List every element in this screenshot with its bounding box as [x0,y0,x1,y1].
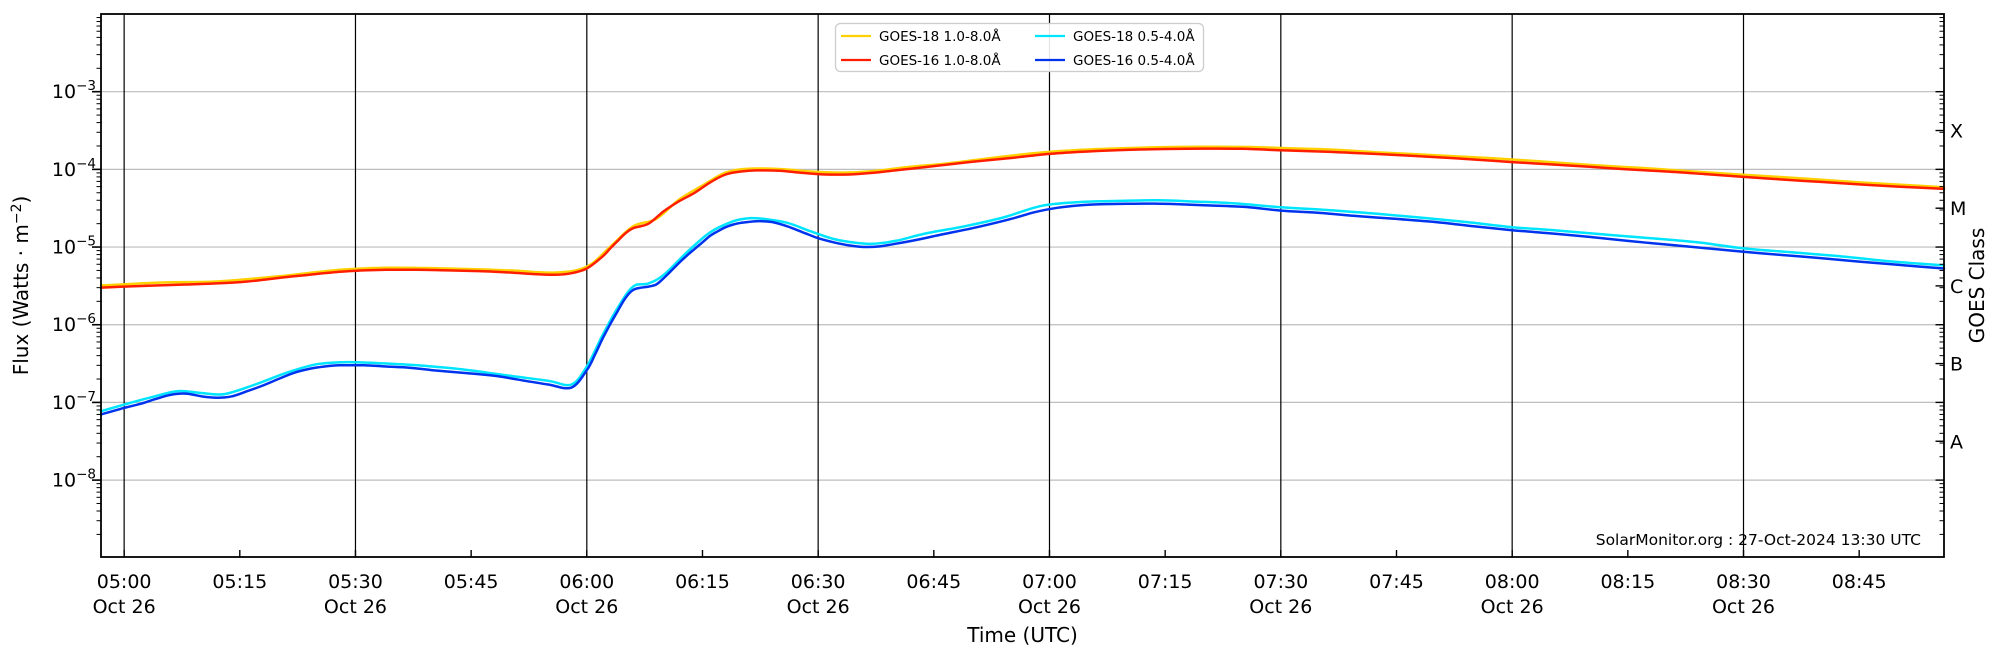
y-tick-label: 10−4 [52,156,96,181]
legend: GOES-18 1.0-8.0Å GOES-16 1.0-8.0Å GOES-18 … [834,22,1205,73]
y-tick-label: 10−8 [52,467,96,492]
x-tick-label: 06:45 [906,571,961,593]
x-tick-label: 05:45 [444,571,499,593]
x-tick-date: Oct 26 [1481,596,1544,618]
x-tick-date: Oct 26 [93,596,156,618]
x-gridlines [123,14,1745,557]
x-tick-label: 05:30 [328,571,383,593]
legend-entry-label: GOES-18 0.5-4.0Å [1073,28,1195,45]
x-tick-label: 08:45 [1832,571,1887,593]
x-tick-label: 08:15 [1600,571,1655,593]
goes-class-letter: X [1950,121,1963,143]
series-line-4 [99,202,1946,416]
x-tick-label: 08:00 [1485,571,1540,593]
x-tick-label: 06:15 [675,571,730,593]
x-tick-label: 06:00 [559,571,614,593]
legend-entry-label: GOES-18 1.0-8.0Å [879,28,1001,45]
y-tick-label: 10−6 [52,311,96,336]
x-tick-label: 07:15 [1138,571,1193,593]
axis-labels: 05:00 Oct 26 05:15 05:30 Oct 26 05:45 06:00 Oct… [9,78,1989,647]
y-tick-label: 10−5 [52,234,96,259]
x-tick-label: 07:30 [1253,571,1308,593]
goes-class-letter: C [1950,276,1963,298]
x-tick-label: 07:45 [1369,571,1424,593]
x-tick-label: 06:30 [791,571,846,593]
x-tick-date: Oct 26 [1018,596,1081,618]
legend-box [834,22,1205,73]
series-line-2 [99,147,1946,289]
x-tick-date: Oct 26 [1249,596,1312,618]
y-axis-title: Flux (Watts · m−2) [9,196,33,376]
x-tick-date: Oct 26 [787,596,850,618]
plot-border [100,13,1945,558]
x-axis-title: Time (UTC) [966,623,1078,647]
x-tick-date: Oct 26 [1712,596,1775,618]
goes-class-letter: B [1950,354,1963,376]
goes-class-letter: M [1950,198,1966,220]
x-tick-label: 05:00 [97,571,152,593]
series-line-1 [99,145,1946,287]
x-tick-date: Oct 26 [324,596,387,618]
axis-ticks [92,17,1944,557]
series-lines [99,145,1946,416]
x-tick-label: 07:00 [1022,571,1077,593]
legend-entry-label: GOES-16 0.5-4.0Å [1073,52,1195,69]
x-tick-label: 08:30 [1716,571,1771,593]
goes-class-letter: A [1950,431,1963,453]
watermark-text: SolarMonitor.org : 27-Oct-2024 13:30 UTC [1595,531,1921,549]
legend-entry-label: GOES-16 1.0-8.0Å [879,52,1001,69]
x-tick-label: 05:15 [212,571,267,593]
y-tick-label: 10−7 [52,389,96,414]
series-line-3 [99,199,1946,413]
y-gridlines [101,91,1944,481]
y-tick-label: 10−3 [52,78,96,103]
right-axis-title: GOES Class [1965,228,1989,344]
x-tick-date: Oct 26 [555,596,618,618]
